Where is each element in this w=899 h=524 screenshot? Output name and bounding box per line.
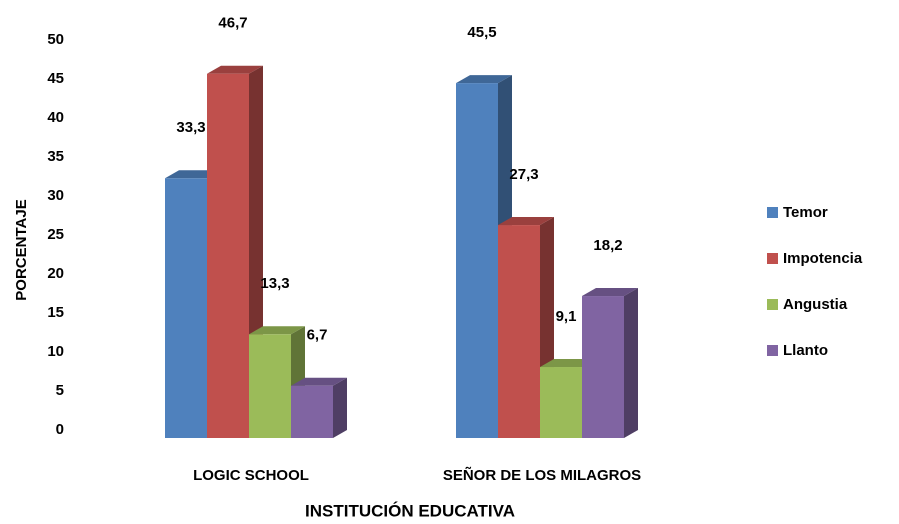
bar-top bbox=[291, 377, 347, 386]
y-tick-label: 45 bbox=[47, 70, 64, 87]
legend-swatch bbox=[767, 207, 778, 218]
value-label: 27,3 bbox=[509, 166, 538, 183]
legend-label: Llanto bbox=[783, 342, 828, 359]
value-label: 13,3 bbox=[260, 275, 289, 292]
y-tick-label: 15 bbox=[47, 304, 64, 321]
y-tick-label: 20 bbox=[47, 265, 64, 282]
value-label: 9,1 bbox=[556, 308, 577, 325]
bar-front bbox=[207, 73, 249, 439]
x-tick-label: LOGIC SCHOOL bbox=[193, 467, 309, 484]
bar bbox=[291, 377, 347, 438]
y-tick-label: 35 bbox=[47, 148, 64, 165]
bar-top bbox=[249, 326, 305, 335]
legend-swatch bbox=[767, 345, 778, 356]
legend-label: Impotencia bbox=[783, 250, 863, 267]
bar-front bbox=[165, 178, 207, 438]
bar-side bbox=[333, 377, 347, 438]
bar-top bbox=[207, 65, 263, 74]
legend-swatch bbox=[767, 299, 778, 310]
legend-label: Angustia bbox=[783, 296, 848, 313]
y-tick-label: 25 bbox=[47, 226, 64, 243]
x-tick-label: SEÑOR DE LOS MILAGROS bbox=[443, 466, 641, 484]
y-tick-label: 10 bbox=[47, 343, 64, 360]
y-tick-label: 50 bbox=[47, 31, 64, 48]
bar-side bbox=[624, 288, 638, 438]
bar-top bbox=[582, 288, 638, 297]
value-label: 6,7 bbox=[307, 327, 328, 344]
value-label: 46,7 bbox=[218, 15, 247, 32]
bar bbox=[207, 65, 263, 439]
value-label: 18,2 bbox=[593, 237, 622, 254]
y-axis-label: PORCENTAJE bbox=[13, 199, 30, 300]
bar-top bbox=[498, 217, 554, 226]
bar-top bbox=[456, 75, 512, 84]
bar bbox=[498, 217, 554, 438]
legend-swatch bbox=[767, 253, 778, 264]
bar-front bbox=[582, 296, 624, 438]
value-label: 33,3 bbox=[176, 119, 205, 136]
y-tick-label: 30 bbox=[47, 187, 64, 204]
bar bbox=[582, 288, 638, 438]
legend-label: Temor bbox=[783, 204, 828, 221]
x-axis-label: INSTITUCIÓN EDUCATIVA bbox=[305, 501, 515, 520]
bar-front bbox=[291, 385, 333, 438]
bar-front bbox=[498, 225, 540, 438]
bar-front bbox=[249, 334, 291, 438]
bar-front bbox=[540, 367, 582, 438]
y-tick-label: 5 bbox=[56, 382, 64, 399]
bar-front bbox=[456, 83, 498, 438]
y-tick-label: 40 bbox=[47, 109, 64, 126]
y-tick-label: 0 bbox=[56, 421, 64, 438]
value-label: 45,5 bbox=[467, 24, 496, 41]
